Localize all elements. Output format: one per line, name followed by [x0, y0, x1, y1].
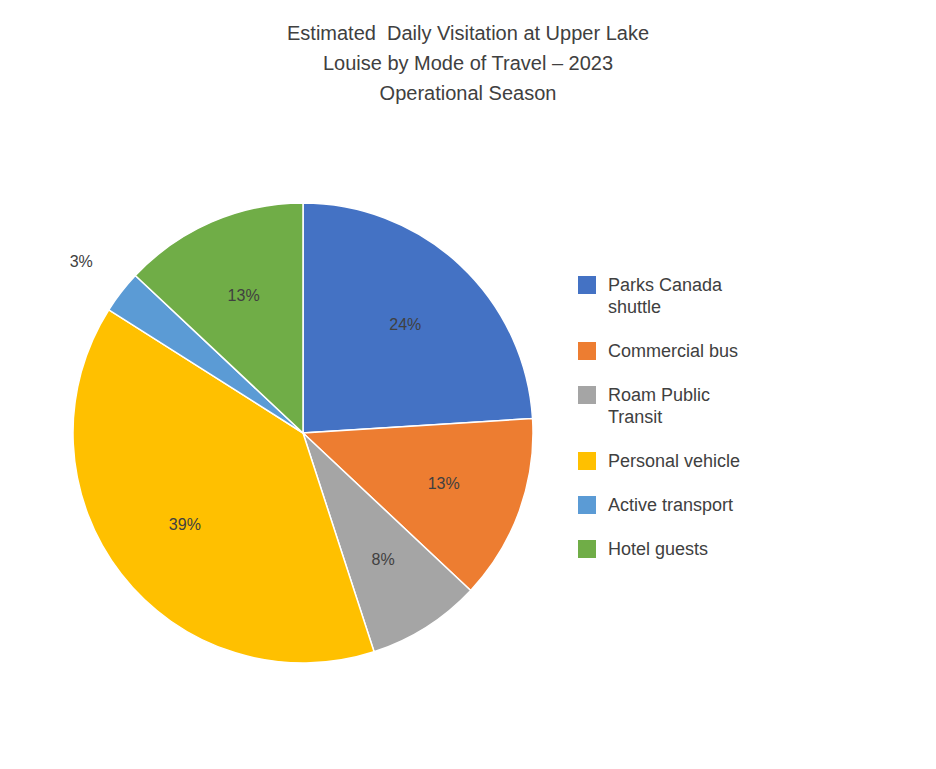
html-text:Hotel guests: Hotel guests: [608, 539, 709, 559]
svg-text:3%: 3%: [70, 253, 93, 270]
svg-text:13%: 13%: [228, 287, 260, 304]
html-text:Estimated Daily Visitation at: Estimated Daily Visitation at Upper Lake…: [287, 22, 649, 104]
svg-text:8%: 8%: [372, 551, 395, 568]
html-text:Personal vehicle: Personal vehicle: [608, 451, 741, 471]
svg-text:24%: 24%: [389, 316, 421, 333]
html-text:Active transport: Active transport: [608, 495, 734, 515]
html-text:Parks Canada shuttle: Parks Canada shuttle: [608, 275, 723, 317]
svg-text:39%: 39%: [169, 516, 201, 533]
svg-text:13%: 13%: [428, 475, 460, 492]
html-text:Roam Public Transit: Roam Public Transit: [608, 385, 710, 427]
html-text:Commercial bus: Commercial bus: [608, 341, 738, 361]
